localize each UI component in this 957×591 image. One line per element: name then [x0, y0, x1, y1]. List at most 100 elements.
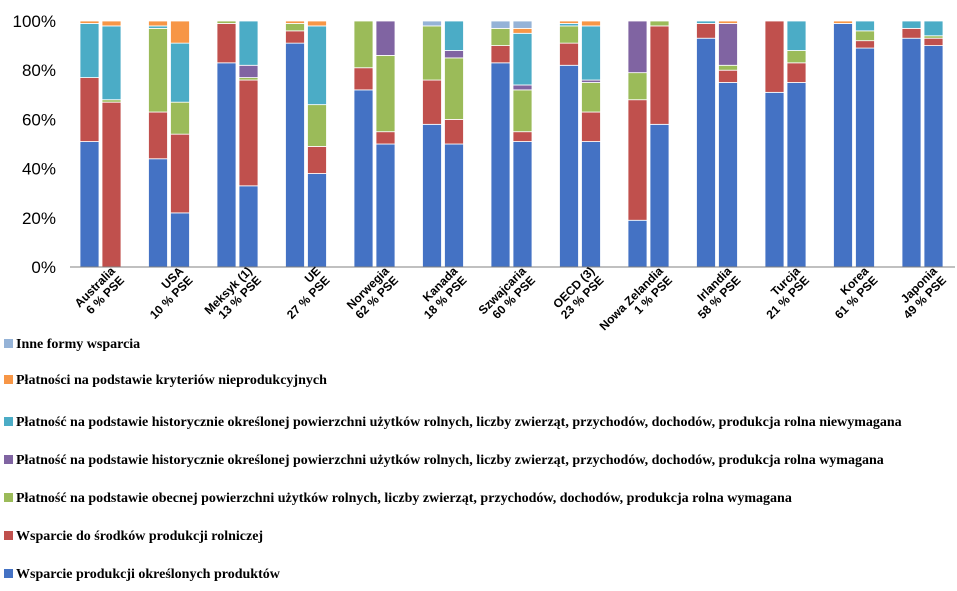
bar-segment	[581, 111, 601, 142]
bar-segment	[285, 30, 305, 44]
bar-segment	[238, 185, 259, 268]
bar-segment	[581, 82, 601, 113]
legend-label: Płatności na podstawie kryteriów nieprod…	[16, 373, 327, 388]
x-axis-labels: Australia6 % PSE USA10 % PSE Meksyk (1)13 …	[72, 264, 949, 334]
bar-segment	[307, 173, 327, 268]
bar-segment	[353, 89, 374, 268]
bar-segment	[375, 131, 396, 145]
legend-label: Płatność na podstawie historycznie okreś…	[16, 415, 902, 430]
bar-segment	[901, 20, 922, 29]
bar-segment	[148, 27, 168, 113]
y-tick-label: 60%	[22, 110, 56, 129]
bar-segment	[718, 82, 738, 268]
bar-segment	[353, 67, 374, 91]
bar-segment	[512, 20, 533, 29]
bar-segment	[581, 20, 601, 27]
y-tick-label: 20%	[22, 209, 56, 228]
bar-segment	[285, 20, 305, 24]
bar-segment	[216, 20, 237, 24]
category-label: Australia6 % PSE	[72, 264, 128, 320]
bar-segment	[238, 64, 259, 78]
bar-segment	[238, 79, 259, 187]
bar-segment	[170, 133, 190, 214]
bar-segment	[855, 20, 875, 32]
y-axis-ticks: 0% 20% 40% 60% 80% 100%	[13, 12, 56, 277]
bar-segment	[627, 72, 648, 101]
bar-segment	[627, 20, 648, 74]
bar-segment	[764, 20, 785, 93]
bar-segment	[627, 219, 648, 268]
bar-segment	[718, 64, 738, 71]
bars-area	[79, 20, 944, 268]
bar-segment	[490, 27, 511, 46]
bar-segment	[422, 79, 442, 125]
legend-swatch	[4, 531, 13, 540]
category-label: USA10 % PSE	[138, 264, 196, 322]
bar-segment	[923, 20, 944, 37]
bar-segment	[649, 20, 670, 27]
bar-segment	[148, 20, 168, 27]
legend-item: Płatności na podstawie kryteriów nieprod…	[4, 372, 949, 390]
bar-segment	[170, 101, 190, 135]
bar-segment	[170, 212, 190, 268]
bar-segment	[307, 104, 327, 147]
bar-segment	[855, 30, 875, 42]
bar-segment	[718, 20, 738, 24]
bar-segment	[101, 20, 122, 27]
legend-label: Wsparcie do środków produkcji rolniczej	[16, 529, 264, 544]
category-label: UE27 % PSE	[275, 264, 333, 322]
legend-swatch	[4, 375, 13, 384]
bar-segment	[375, 20, 396, 56]
bar-segment	[718, 69, 738, 83]
bar-segment	[923, 37, 944, 47]
bar-segment	[512, 131, 533, 142]
bar-segment	[786, 82, 807, 268]
bar-segment	[833, 23, 853, 268]
bar-segment	[490, 20, 511, 29]
bar-segment	[79, 141, 100, 268]
bar-segment	[490, 62, 511, 268]
bar-segment	[923, 45, 944, 268]
bar-segment	[170, 20, 190, 44]
bar-segment	[216, 62, 237, 268]
legend-item: Płatność na podstawie historycznie okreś…	[4, 452, 949, 470]
bar-segment	[901, 27, 922, 39]
bar-segment	[307, 25, 327, 106]
bar-segment	[512, 27, 533, 34]
category-label: Irlandia58 % PSE	[686, 264, 744, 322]
bar-segment	[786, 50, 807, 64]
bar-segment	[855, 40, 875, 49]
bar-segment	[285, 42, 305, 268]
bar-segment	[833, 20, 853, 24]
y-tick-label: 100%	[13, 12, 56, 31]
legend-label: Wsparcie produkcji określonych produktów	[16, 567, 280, 582]
bar-segment	[375, 143, 396, 268]
legend-item: Wsparcie do środków produkcji rolniczej	[4, 528, 949, 546]
legend-swatch	[4, 493, 13, 502]
bar-segment	[649, 25, 670, 125]
bar-segment	[148, 111, 168, 160]
category-label: Korea61 % PSE	[823, 264, 881, 322]
bar-segment	[581, 141, 601, 268]
category-label: Kanada18 % PSE	[412, 264, 470, 322]
legend-label: Płatność na podstawie obecnej powierzchn…	[16, 491, 792, 506]
y-tick-label: 40%	[22, 160, 56, 179]
legend-swatch	[4, 455, 13, 464]
category-label: Turcja21 % PSE	[754, 264, 812, 322]
bar-segment	[101, 25, 122, 101]
bar-segment	[285, 23, 305, 32]
y-tick-label: 80%	[22, 61, 56, 80]
bar-segment	[307, 20, 327, 27]
bar-segment	[559, 25, 579, 44]
legend-label: Inne formy wsparcia	[16, 337, 141, 352]
bar-segment	[901, 37, 922, 268]
bar-segment	[375, 55, 396, 133]
bar-segment	[148, 158, 168, 268]
stacked-bar-chart: 0% 20% 40% 60% 80% 100% Australia6 % PSE USA10…	[13, 12, 955, 334]
bar-segment	[79, 20, 100, 24]
bar-segment	[422, 123, 442, 268]
bar-segment	[512, 84, 533, 91]
bar-segment	[444, 57, 464, 120]
bar-segment	[512, 141, 533, 268]
bar-segment	[627, 99, 648, 221]
